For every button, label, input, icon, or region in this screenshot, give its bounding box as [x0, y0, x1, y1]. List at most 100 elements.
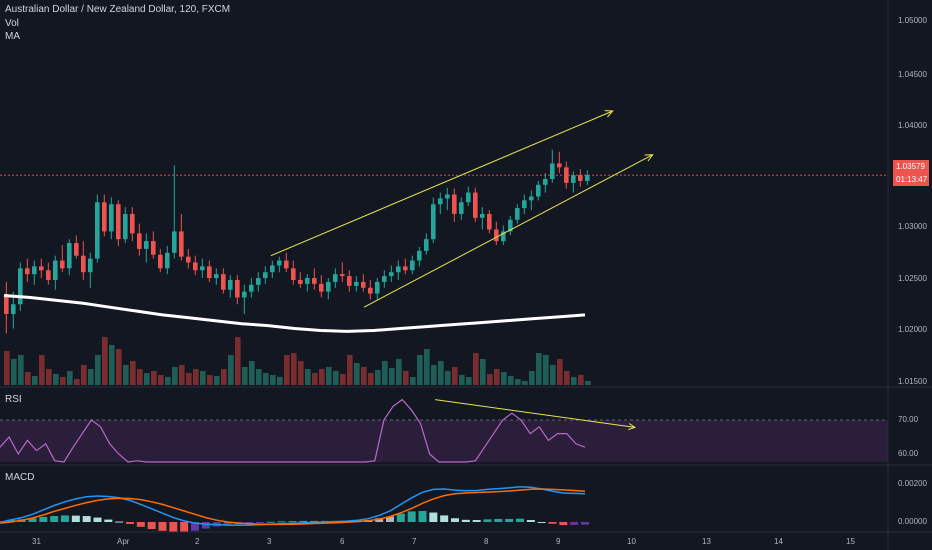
candle-body	[578, 175, 583, 181]
candle-body	[571, 175, 576, 183]
rsi-band	[0, 420, 888, 462]
volume-bar	[452, 367, 458, 385]
volume-bar	[221, 369, 227, 385]
volume-bar	[18, 355, 24, 385]
main-pane[interactable]	[0, 0, 888, 386]
macd-histogram-bar	[310, 520, 319, 522]
price-tick: 1.04500	[898, 70, 927, 79]
candle-body	[151, 241, 156, 255]
volume-bar	[228, 355, 234, 385]
time-tick: 6	[340, 537, 345, 546]
candle-body	[263, 272, 268, 279]
candle-body	[144, 241, 149, 249]
candle-body	[466, 192, 471, 203]
candle-body	[473, 192, 478, 218]
volume-bar	[25, 372, 31, 385]
volume-bar	[116, 349, 122, 385]
volume-bar	[494, 369, 500, 385]
volume-bar	[410, 377, 416, 385]
volume-bar	[319, 369, 325, 385]
volume-bar	[564, 371, 570, 385]
candle-body	[186, 256, 191, 263]
volume-bar	[144, 373, 150, 385]
volume-bar	[403, 371, 409, 385]
macd-histogram-bar	[472, 520, 481, 522]
candle-body	[452, 194, 457, 214]
rsi-indicator-label[interactable]: RSI	[5, 394, 22, 405]
time-tick: 14	[774, 537, 783, 546]
macd-histogram-bar	[191, 522, 199, 531]
bar-countdown-badge: 01:13:47	[893, 173, 929, 186]
macd-histogram-bar	[396, 513, 405, 522]
candle-body	[298, 279, 303, 284]
candle-body	[53, 260, 58, 280]
macd-histogram-bar	[115, 521, 124, 523]
volume-bar	[270, 375, 276, 385]
rsi-pane[interactable]	[0, 398, 888, 463]
volume-bar	[81, 365, 87, 385]
volume-bar	[242, 367, 248, 385]
macd-histogram-bar	[548, 522, 557, 524]
volume-bar	[214, 376, 220, 385]
signal-line	[0, 488, 586, 526]
candle-body	[354, 281, 359, 286]
macd-histogram-bar	[136, 522, 145, 527]
channel-upper-line	[270, 110, 613, 257]
macd-histogram-bar	[386, 516, 394, 522]
time-tick: 8	[484, 537, 489, 546]
candle-body	[214, 274, 219, 279]
volume-bar	[158, 375, 164, 385]
candle-body	[123, 213, 128, 240]
macd-histogram-bar	[147, 522, 156, 530]
price-tick: 1.05000	[898, 16, 927, 25]
volume-bar	[179, 365, 185, 385]
macd-histogram-bar	[39, 516, 48, 522]
candle-body	[256, 278, 261, 285]
ma-indicator-label[interactable]: MA	[5, 31, 20, 42]
macd-indicator-label[interactable]: MACD	[5, 472, 35, 483]
macd-histogram-bar	[201, 522, 210, 529]
candle-body	[508, 219, 513, 232]
candle-body	[158, 254, 163, 269]
candle-body	[207, 266, 212, 279]
time-tick: 15	[846, 537, 855, 546]
volume-bar	[326, 367, 332, 385]
volume-bar	[431, 365, 437, 385]
candle-body	[277, 260, 282, 266]
candle-body	[25, 268, 30, 275]
moving-average-line	[3, 294, 586, 333]
candle-body	[109, 204, 114, 232]
candle-body	[564, 167, 569, 183]
macd-histogram-bar	[126, 522, 134, 524]
candle-body	[340, 274, 345, 277]
candle-body	[18, 268, 23, 305]
macd-histogram-bar	[516, 518, 524, 522]
volume-bar	[424, 349, 430, 385]
macd-pane[interactable]	[0, 486, 589, 532]
candle-body	[494, 229, 499, 242]
volume-bar	[480, 359, 486, 385]
symbol-title: Australian Dollar / New Zealand Dollar, …	[5, 4, 231, 15]
channel-lower-arrowhead	[644, 154, 654, 162]
candle-body	[501, 231, 506, 242]
volume-bar	[529, 371, 535, 385]
macd-histogram-bar	[256, 522, 264, 523]
volume-bar	[522, 381, 528, 385]
price-tick: 1.02000	[898, 325, 927, 334]
volume-bar	[382, 361, 388, 385]
volume-bar	[186, 373, 192, 385]
volume-bar	[508, 376, 514, 385]
candle-body	[368, 287, 373, 294]
trendlines[interactable]	[270, 110, 654, 308]
candle-body	[326, 281, 331, 292]
macd-histogram-bar	[28, 518, 37, 522]
macd-histogram-bar	[266, 521, 275, 523]
candle-body	[375, 281, 380, 294]
volume-indicator-label[interactable]: Vol	[5, 18, 19, 29]
macd-histogram-bar	[93, 517, 102, 522]
rsi-trendline[interactable]	[435, 399, 637, 431]
volume-bar	[123, 365, 129, 385]
candle-body	[130, 213, 135, 234]
macd-histogram-bar	[429, 512, 438, 522]
